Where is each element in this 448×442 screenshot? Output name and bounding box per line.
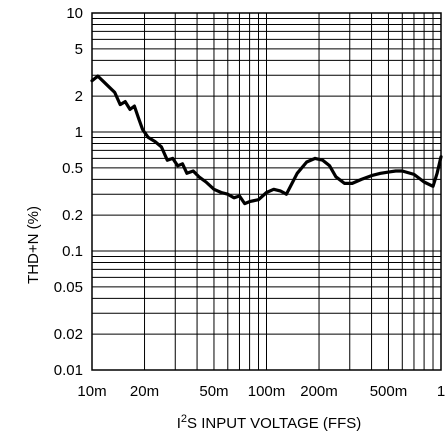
y-tick-label: 0.05: [54, 279, 83, 296]
grid: [92, 13, 441, 370]
y-axis-title: THD+N (%): [25, 206, 42, 284]
x-tick-label: 100m: [248, 383, 286, 400]
x-tick-labels: 10m 20m 50m 100m 200m 500m 1: [77, 383, 445, 400]
y-tick-label: 1: [75, 124, 83, 141]
x-tick-label: 20m: [130, 383, 159, 400]
x-tick-label: 500m: [370, 383, 408, 400]
y-tick-label: 5: [75, 41, 83, 58]
y-tick-label: 0.02: [54, 326, 83, 343]
x-axis-title: I2S INPUT VOLTAGE (FFS): [177, 413, 361, 432]
x-tick-label: 1: [437, 383, 445, 400]
y-tick-label: 2: [75, 88, 83, 105]
x-tick-label: 10m: [77, 383, 106, 400]
y-tick-label: 0.5: [62, 160, 83, 177]
series-line: [90, 74, 443, 206]
plot-frame: [91, 12, 442, 371]
y-tick-labels: 0.01 0.02 0.05 0.1 0.2 0.5 1 2 5 10: [54, 5, 83, 379]
y-tick-label: 0.2: [62, 207, 83, 224]
y-tick-label: 10: [66, 5, 83, 22]
x-tick-label: 50m: [199, 383, 228, 400]
plot-series: [90, 74, 443, 206]
y-tick-label: 0.01: [54, 362, 83, 379]
x-tick-label: 200m: [300, 383, 338, 400]
y-tick-label: 0.1: [62, 243, 83, 260]
